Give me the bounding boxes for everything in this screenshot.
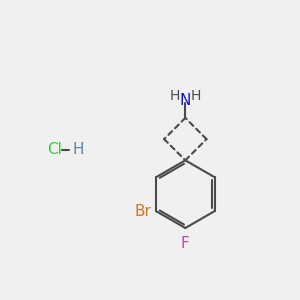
Text: H: H [170,88,180,103]
Text: H: H [190,88,201,103]
Text: Br: Br [135,204,152,219]
Text: N: N [180,93,191,108]
Text: H: H [73,142,84,158]
Text: F: F [181,236,190,251]
Text: Cl: Cl [47,142,62,158]
